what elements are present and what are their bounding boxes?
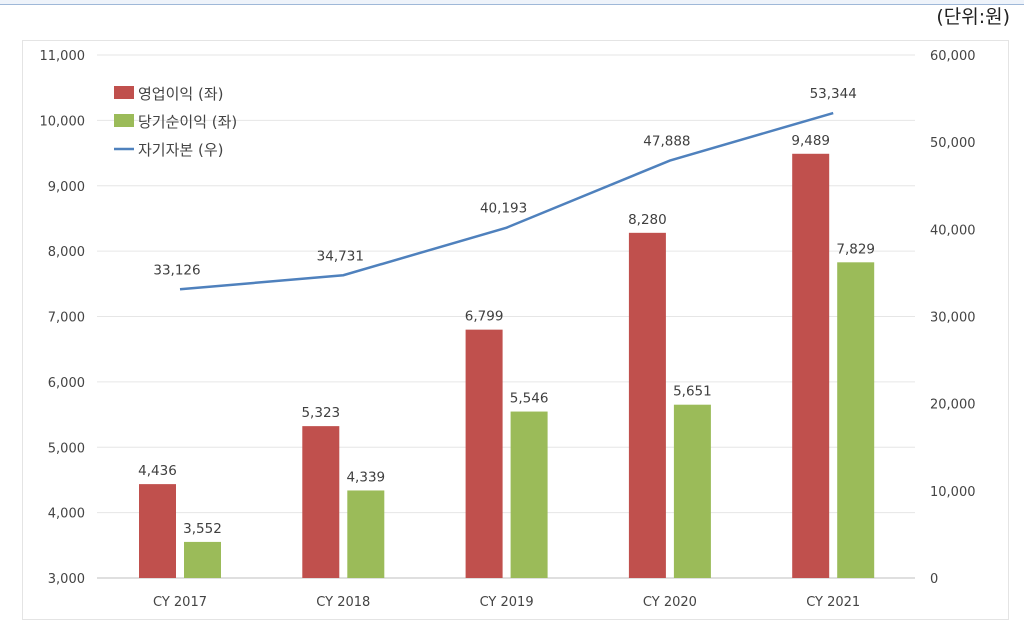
x-tick-label: CY 2018 [316,595,370,610]
x-tick-label: CY 2021 [806,595,860,610]
left-tick-label: 6,000 [48,376,85,391]
bar-net-income [673,404,711,578]
legend-swatch [114,86,134,99]
x-tick-label: CY 2017 [153,595,207,610]
legend-label: 영업이익 (좌) [138,85,223,103]
left-tick-label: 7,000 [48,311,85,326]
chart-frame [22,40,1009,620]
legend-label: 자기자본 (우) [138,141,223,159]
right-tick-label: 30,000 [930,311,976,326]
left-tick-label: 3,000 [48,572,85,587]
data-label: 3,552 [183,521,222,537]
x-tick-label: CY 2019 [480,595,534,610]
data-label: 4,339 [346,469,385,485]
bar-operating-profit [792,153,830,579]
line-equity [179,111,834,291]
right-tick-label: 50,000 [930,136,976,151]
data-label: 34,731 [317,248,364,264]
bar-operating-profit [465,329,503,578]
data-label: 53,344 [810,86,857,102]
right-tick-label: 0 [930,572,938,587]
bar-operating-profit [302,426,340,578]
top-strip [0,0,1024,5]
left-tick-label: 10,000 [40,114,86,129]
bar-net-income [347,490,385,578]
left-tick-label: 8,000 [48,245,85,260]
left-tick-label: 9,000 [48,180,85,195]
right-tick-label: 10,000 [930,485,976,500]
x-tick-label: CY 2020 [643,595,697,610]
left-tick-label: 5,000 [48,441,85,456]
data-label: 47,888 [643,134,690,150]
data-label: 40,193 [480,201,527,217]
left-tick-label: 4,000 [48,507,85,522]
data-label: 7,829 [836,241,875,257]
right-tick-label: 40,000 [930,223,976,238]
data-label: 6,799 [465,309,504,325]
bar-operating-profit [139,484,176,578]
bar-operating-profit [628,232,666,578]
data-label: 33,126 [153,262,200,278]
legend-label: 당기순이익 (좌) [138,113,237,131]
bar-net-income [184,541,221,578]
bar-net-income [837,262,875,578]
legend-swatch [114,114,134,127]
data-label: 5,323 [301,405,340,421]
unit-label: (단위:원) [936,6,1010,28]
data-label: 8,280 [628,212,667,228]
data-label: 4,436 [138,463,177,479]
left-tick-label: 11,000 [40,49,86,64]
right-tick-label: 20,000 [930,398,976,413]
data-label: 5,651 [673,384,712,400]
data-label: 9,489 [791,133,830,149]
bar-net-income [510,411,548,578]
data-label: 5,546 [510,391,549,407]
right-tick-label: 60,000 [930,49,976,64]
